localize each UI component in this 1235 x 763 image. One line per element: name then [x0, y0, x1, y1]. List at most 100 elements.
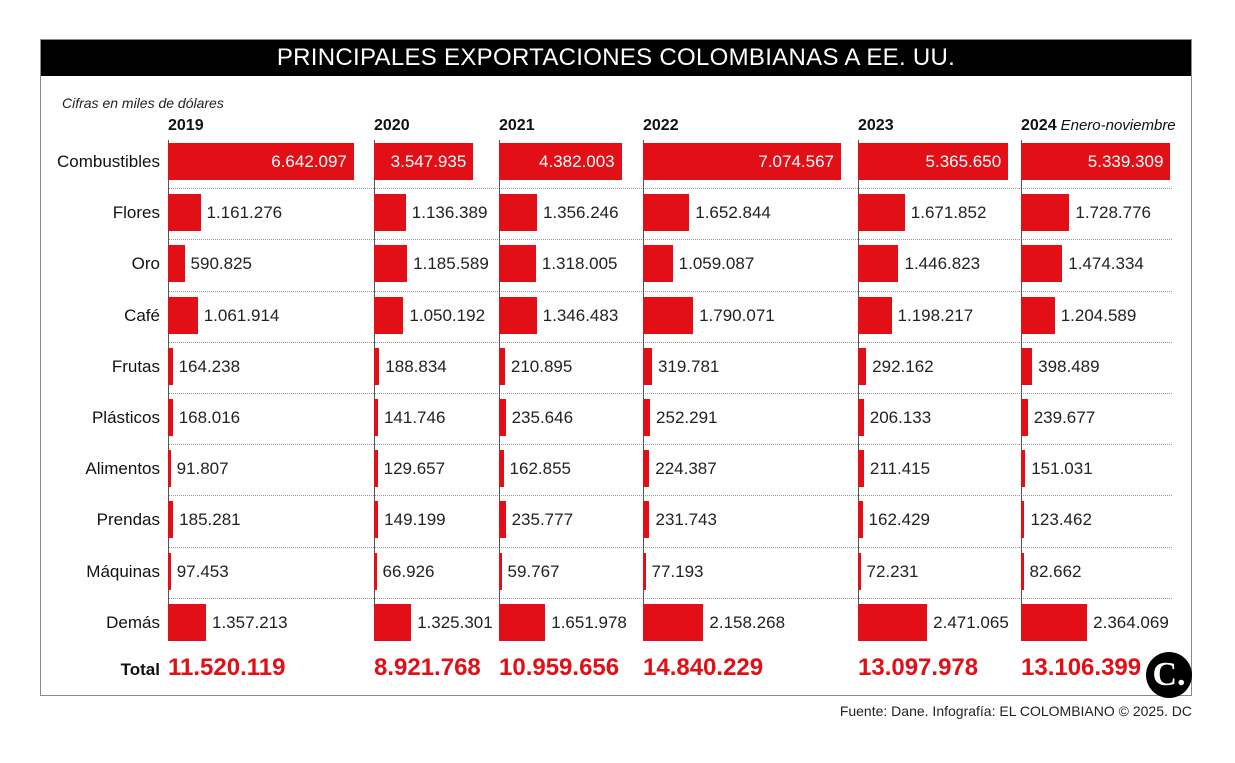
- bar-2019-1: [168, 194, 201, 232]
- value-label-2019-3: 1.061.914: [203, 305, 280, 325]
- row-label-3: Café: [124, 305, 160, 325]
- year-header-2022: 2022: [643, 117, 679, 135]
- year-header-2021: 2021: [499, 117, 535, 135]
- year-label: 2021: [499, 117, 535, 134]
- value-label-2020-0: 3.547.935: [390, 152, 467, 171]
- value-label-2019-7: 185.281: [179, 510, 241, 530]
- row-label-1: Flores: [112, 203, 160, 223]
- bar-2021-1: [499, 194, 537, 232]
- bar-2019-6: [168, 450, 171, 488]
- bar-2022-5: [643, 399, 651, 436]
- chart-subtitle: Cifras en miles de dólares: [62, 95, 224, 111]
- bar-2020-2: [374, 245, 408, 283]
- year-header-2023: 2023: [858, 117, 894, 135]
- bar-2021-0: [499, 143, 622, 180]
- bar-2023-8: [858, 552, 861, 590]
- bar-2023-3: [858, 296, 892, 334]
- year-label: 2022: [643, 117, 679, 134]
- column-axis-2021: [499, 140, 500, 640]
- year-label: 2020: [374, 117, 410, 134]
- row-label-6: Alimentos: [85, 459, 160, 479]
- value-label-2024-1: 1.728.776: [1075, 203, 1152, 223]
- bar-2019-7: [168, 501, 174, 539]
- row-label-4: Frutas: [111, 356, 160, 376]
- bar-2019-2: [168, 245, 185, 283]
- value-label-2022-5: 252.291: [656, 408, 718, 427]
- bar-2020-7: [374, 501, 379, 539]
- bar-2022-3: [643, 296, 694, 334]
- bar-2020-3: [374, 296, 404, 334]
- bar-2024-4: [1021, 347, 1033, 385]
- bar-2023-5: [858, 399, 864, 436]
- el-colombiano-logo: C.: [1146, 652, 1192, 698]
- value-label-2019-1: 1.161.276: [206, 203, 283, 223]
- value-label-2019-4: 164.238: [178, 356, 241, 376]
- value-label-2023-5: 206.133: [869, 408, 932, 427]
- value-label-2022-2: 1.059.087: [678, 254, 755, 274]
- total-2022: 14.840.229: [643, 654, 764, 681]
- value-label-2023-4: 292.162: [872, 356, 934, 376]
- bar-2024-8: [1021, 552, 1024, 590]
- row-separator: [168, 341, 1172, 343]
- value-label-2020-2: 1.185.589: [413, 254, 489, 274]
- bar-2020-1: [374, 194, 406, 232]
- value-label-2021-0: 4.382.003: [539, 152, 615, 171]
- row-label-0: Combustibles: [57, 152, 160, 171]
- value-label-2024-5: 239.677: [1033, 408, 1096, 427]
- bar-2022-4: [643, 347, 652, 385]
- total-2019: 11.520.119: [168, 654, 286, 681]
- bar-2022-6: [643, 450, 650, 488]
- chart-frame: [40, 39, 1192, 696]
- value-label-2022-4: 319.781: [657, 356, 720, 376]
- bar-2020-9: [374, 603, 412, 641]
- bar-2020-5: [374, 399, 378, 436]
- bar-2022-7: [643, 501, 650, 539]
- value-label-2021-5: 235.646: [511, 408, 574, 427]
- year-label: 2023: [858, 117, 894, 134]
- year-note: Enero-noviembre: [1060, 117, 1176, 134]
- bar-2020-4: [374, 347, 380, 385]
- value-label-2024-2: 1.474.334: [1068, 254, 1144, 274]
- value-label-2023-8: 72.231: [866, 561, 919, 581]
- year-label: 2024: [1021, 117, 1057, 134]
- value-label-2023-6: 211.415: [869, 459, 931, 479]
- bar-2024-1: [1021, 194, 1070, 232]
- column-axis-2024: [1021, 140, 1022, 640]
- value-label-2022-8: 77.193: [651, 561, 704, 581]
- row-label-5: Plásticos: [91, 408, 160, 427]
- value-label-2024-9: 2.364.069: [1093, 612, 1169, 632]
- bar-2024-9: [1021, 603, 1088, 641]
- year-header-2024: 2024 Enero-noviembre: [1021, 117, 1176, 135]
- value-label-2019-0: 6.642.097: [271, 152, 347, 171]
- source-note: Fuente: Dane. Infografía: EL COLOMBIANO …: [839, 703, 1192, 719]
- bar-2019-8: [168, 552, 171, 590]
- row-separator: [168, 393, 1172, 394]
- value-label-2024-4: 398.489: [1038, 356, 1100, 376]
- value-label-2019-8: 97.453: [176, 561, 229, 581]
- value-label-2020-7: 149.199: [384, 510, 446, 530]
- value-label-2020-4: 188.834: [385, 356, 447, 376]
- row-separator: [168, 597, 1172, 599]
- bar-2022-2: [643, 245, 673, 283]
- year-header-2020: 2020: [374, 117, 410, 135]
- value-label-2020-5: 141.746: [383, 408, 446, 427]
- bar-2021-8: [499, 552, 502, 590]
- value-label-2022-1: 1.652.844: [695, 203, 771, 223]
- value-label-2023-0: 5.365.650: [925, 152, 1002, 171]
- bar-2021-3: [499, 296, 537, 334]
- bar-2019-0: [168, 143, 354, 180]
- value-label-2019-5: 168.016: [178, 408, 241, 427]
- bar-2019-5: [168, 399, 173, 436]
- value-label-2022-0: 7.074.567: [758, 152, 834, 171]
- bar-2024-2: [1021, 245, 1063, 283]
- value-label-2020-6: 129.657: [383, 459, 446, 479]
- bar-2024-0: [1021, 143, 1171, 180]
- value-label-2020-3: 1.050.192: [409, 305, 486, 325]
- bar-2021-6: [499, 450, 504, 488]
- value-label-2021-1: 1.356.246: [542, 203, 619, 223]
- value-label-2024-6: 151.031: [1031, 459, 1093, 479]
- value-label-2022-7: 231.743: [655, 510, 717, 530]
- row-label-9: Demás: [106, 612, 160, 632]
- value-label-2021-3: 1.346.483: [542, 305, 619, 325]
- bar-2021-2: [499, 245, 536, 283]
